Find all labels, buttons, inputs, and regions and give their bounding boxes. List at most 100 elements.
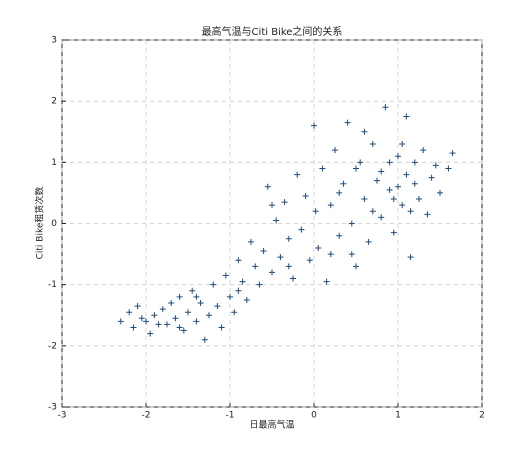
point [298, 226, 305, 233]
point [164, 321, 170, 328]
point [147, 330, 154, 337]
point [193, 293, 200, 300]
point [369, 140, 376, 147]
point [336, 189, 343, 196]
point [399, 202, 406, 209]
point [155, 321, 162, 328]
point [256, 281, 263, 288]
point [403, 113, 410, 120]
point [290, 275, 296, 282]
point [243, 296, 250, 303]
point [176, 324, 183, 331]
point [312, 208, 319, 215]
point [138, 315, 145, 322]
point [403, 171, 410, 178]
point [269, 269, 275, 276]
point [311, 122, 317, 129]
point [180, 327, 187, 334]
point [189, 287, 196, 294]
point [210, 281, 217, 288]
point [285, 263, 292, 270]
point [277, 254, 284, 261]
point [222, 272, 229, 279]
x-tick-label: 1 [395, 411, 401, 421]
point [185, 309, 191, 316]
point [327, 251, 334, 258]
point [168, 300, 175, 307]
y-tick-label: -1 [48, 280, 57, 290]
x-tick-label: -1 [226, 411, 235, 421]
x-tick-label: -2 [142, 411, 151, 421]
point [260, 248, 267, 255]
point [151, 312, 158, 319]
point [130, 324, 137, 331]
point [206, 312, 212, 319]
point [357, 159, 364, 166]
x-axis-label: 日最高气温 [249, 419, 294, 431]
point [369, 208, 376, 215]
point [306, 257, 313, 264]
x-tick-label: -3 [58, 411, 67, 421]
point [361, 128, 368, 135]
point [365, 238, 372, 245]
y-tick-label: 1 [51, 158, 57, 168]
y-tick-label: 0 [51, 219, 57, 229]
point [348, 220, 355, 227]
point [126, 309, 133, 316]
point [420, 147, 427, 154]
point [395, 153, 401, 160]
point [176, 293, 183, 300]
point [374, 177, 380, 184]
point [332, 147, 338, 154]
point [428, 174, 435, 181]
point [269, 202, 275, 209]
x-tick-label: 2 [479, 411, 485, 421]
point [117, 318, 124, 325]
y-tick-label: 2 [51, 97, 57, 107]
point [424, 211, 431, 218]
point [378, 214, 385, 221]
point [353, 165, 359, 172]
point [214, 303, 221, 310]
point [390, 196, 397, 203]
point [235, 287, 242, 294]
point [285, 235, 292, 242]
y-tick-label: -2 [48, 341, 57, 351]
point [361, 196, 368, 203]
point [432, 162, 439, 169]
point [449, 150, 456, 157]
point [445, 165, 452, 172]
point [407, 208, 414, 215]
point [218, 324, 225, 331]
point [294, 171, 301, 178]
point [327, 202, 334, 209]
point [336, 232, 343, 239]
point [201, 336, 208, 343]
point [411, 159, 418, 166]
y-tick-label: -3 [48, 403, 57, 413]
point [143, 318, 149, 325]
point [302, 192, 309, 199]
point [134, 303, 141, 310]
point [386, 159, 393, 166]
point [395, 183, 401, 190]
point [348, 251, 355, 258]
point [315, 244, 322, 251]
point [386, 186, 393, 193]
chart-title: 最高气温与Citi Bike之间的关系 [202, 25, 343, 38]
point [235, 257, 242, 264]
point [264, 183, 271, 190]
point [344, 119, 351, 126]
point [407, 254, 414, 261]
point [416, 196, 422, 203]
point [340, 180, 347, 187]
point [172, 315, 179, 322]
point [353, 263, 359, 270]
point [197, 300, 204, 307]
point [411, 180, 418, 187]
point [281, 199, 288, 206]
point [227, 293, 233, 300]
point [378, 168, 385, 175]
point [382, 104, 389, 111]
point [159, 306, 166, 313]
